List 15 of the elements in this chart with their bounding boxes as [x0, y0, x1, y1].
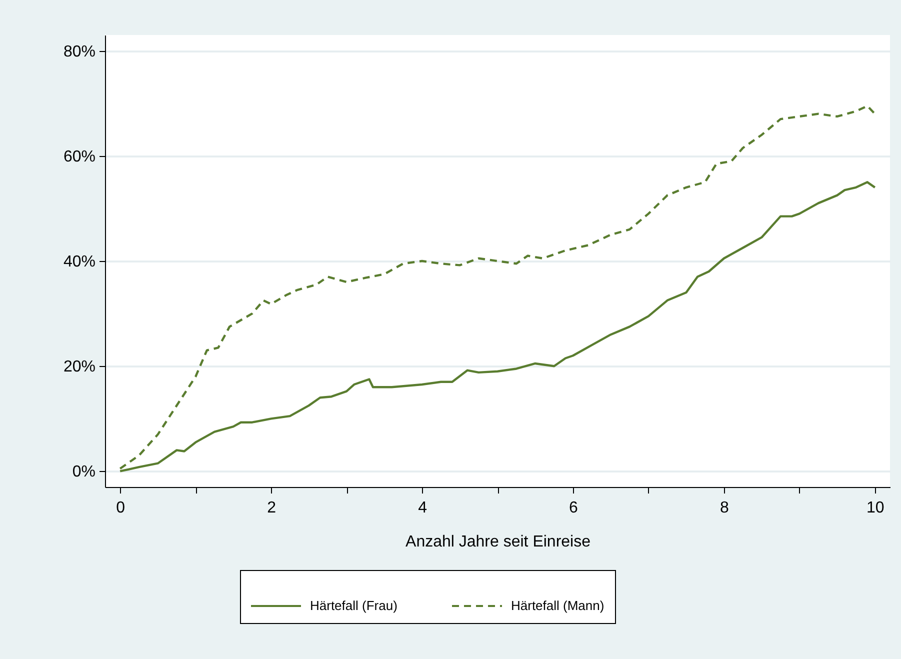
x-axis-title: Anzahl Jahre seit Einreise	[406, 534, 591, 550]
y-tick-label: 40%	[63, 254, 96, 270]
y-tick-label: 0%	[72, 464, 96, 481]
y-tick-label: 80%	[63, 43, 96, 60]
y-tick-label: 60%	[63, 148, 96, 166]
x-tick-label: 4	[418, 500, 428, 516]
y-tick-label: 20%	[63, 358, 96, 376]
legend-label: Härtefall (Mann)	[511, 598, 604, 613]
x-tick-label: 6	[569, 500, 578, 516]
line-series	[118, 104, 876, 470]
x-tick-label: 10	[866, 500, 884, 516]
x-tick-label: 0	[116, 500, 126, 516]
x-tick-label: 2	[267, 500, 276, 516]
legend-label: Härtefall (Frau)	[310, 598, 398, 613]
x-tick-label: 8	[720, 500, 729, 516]
